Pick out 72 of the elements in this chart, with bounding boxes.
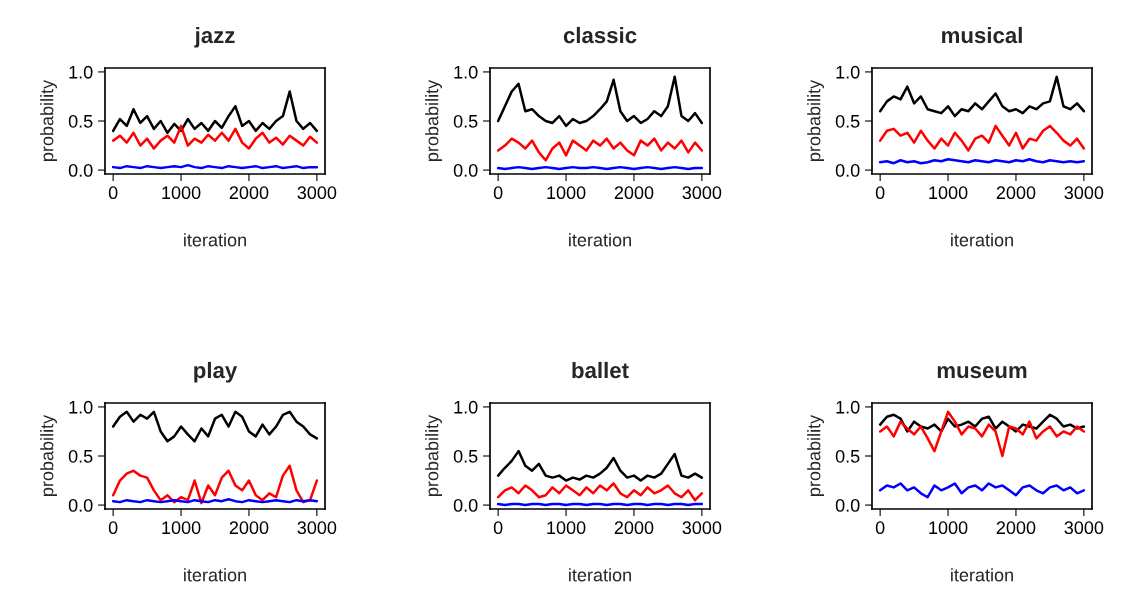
y-tick-label: 0.5 — [835, 114, 860, 128]
x-tick-label: 3000 — [297, 521, 337, 535]
x-axis-title: iteration — [184, 568, 246, 582]
x-axis-title: iteration — [951, 233, 1013, 247]
y-axis-title: probability — [807, 79, 824, 161]
y-axis-title: probability — [425, 79, 442, 161]
chart-title: museum — [937, 366, 1027, 379]
x-tick-label: 1000 — [929, 521, 968, 535]
x-tick-label: 1000 — [547, 186, 586, 200]
line-series — [878, 410, 1086, 458]
chart-title: ballet — [572, 361, 629, 379]
y-tick-label: 0.0 — [68, 499, 93, 512]
x-axis-title: iteration — [569, 233, 631, 247]
x-tick-label: 2000 — [614, 186, 654, 200]
x-tick-label: 0 — [875, 521, 885, 535]
x-tick-label: 0 — [108, 521, 118, 535]
y-tick-label: 0.5 — [453, 449, 478, 463]
y-tick-label: 1.0 — [454, 400, 478, 414]
y-tick-label: 1.0 — [836, 65, 860, 79]
y-tick-label: 1.0 — [69, 65, 93, 79]
y-tick-label: 0.5 — [68, 114, 93, 128]
x-tick-label: 3000 — [297, 186, 337, 200]
x-tick-label: 1000 — [162, 521, 201, 535]
line-series — [496, 449, 704, 482]
chart-title: jazz — [194, 26, 235, 48]
line-series — [878, 75, 1086, 118]
y-tick-label: 0.5 — [453, 114, 478, 128]
y-axis-title: probability — [40, 414, 57, 496]
line-series — [496, 482, 704, 502]
line-series — [496, 137, 704, 162]
line-series — [878, 124, 1086, 152]
y-tick-label: 1.0 — [836, 400, 860, 414]
y-tick-label: 1.0 — [69, 400, 93, 414]
line-series — [496, 75, 704, 128]
y-tick-label: 0.0 — [68, 164, 93, 177]
line-series — [111, 124, 319, 150]
chart-title: musical — [942, 26, 1022, 44]
chart-title: play — [194, 361, 238, 383]
line-series — [111, 90, 319, 135]
x-axis-title: iteration — [951, 568, 1013, 582]
y-tick-label: 0.5 — [68, 449, 93, 463]
y-axis-title: probability — [807, 414, 824, 496]
y-tick-label: 0.5 — [835, 449, 860, 463]
x-tick-label: 2000 — [996, 186, 1036, 200]
y-axis-title: probability — [40, 79, 57, 161]
y-tick-label: 0.0 — [453, 499, 478, 512]
y-tick-label: 0.0 — [453, 164, 478, 177]
x-tick-label: 3000 — [682, 186, 722, 200]
y-tick-label: 1.0 — [454, 65, 478, 79]
x-tick-label: 0 — [875, 186, 885, 200]
line-series — [111, 410, 319, 443]
x-tick-label: 1000 — [547, 521, 586, 535]
y-axis-title: probability — [425, 414, 442, 496]
line-series — [878, 482, 1086, 499]
x-tick-label: 2000 — [996, 521, 1036, 535]
x-tick-label: 0 — [493, 521, 503, 535]
x-tick-label: 3000 — [1064, 521, 1104, 535]
x-tick-label: 0 — [493, 186, 503, 200]
y-tick-label: 0.0 — [835, 499, 860, 512]
x-tick-label: 1000 — [162, 186, 201, 200]
chart-title: classic — [563, 26, 637, 44]
x-tick-label: 3000 — [682, 521, 722, 535]
x-tick-label: 2000 — [229, 186, 269, 200]
x-tick-label: 0 — [108, 186, 118, 200]
x-tick-label: 2000 — [229, 521, 269, 535]
line-series — [111, 464, 319, 505]
x-tick-label: 2000 — [614, 521, 654, 535]
x-tick-label: 1000 — [929, 186, 968, 200]
x-axis-title: iteration — [184, 233, 246, 247]
y-tick-label: 0.0 — [835, 164, 860, 177]
x-axis-title: iteration — [569, 568, 631, 582]
x-tick-label: 3000 — [1064, 186, 1104, 200]
